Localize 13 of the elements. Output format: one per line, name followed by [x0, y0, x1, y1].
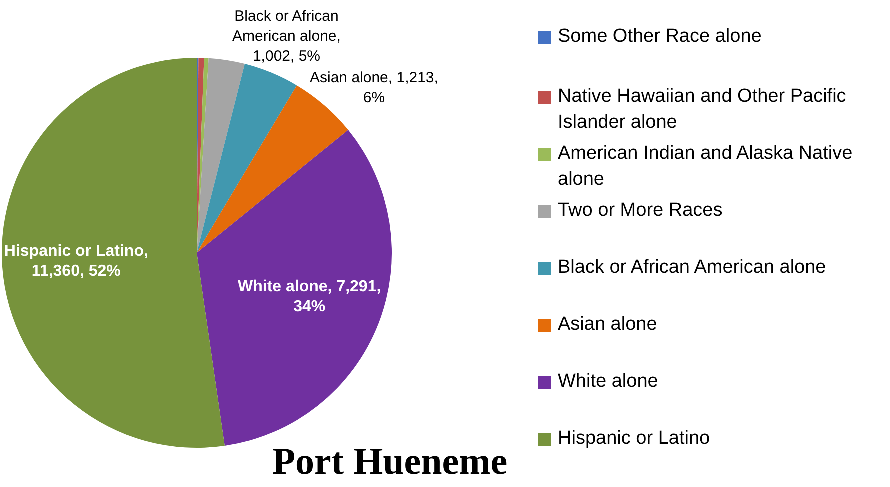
legend-label: Black or African American alone: [558, 256, 826, 280]
data-label: Hispanic or Latino, 11,360, 52%: [4, 243, 148, 280]
legend-label: Some Other Race alone: [558, 25, 762, 49]
legend-label: White alone: [558, 370, 658, 394]
legend-label: Hispanic or Latino: [558, 427, 710, 451]
legend-label: Native Hawaiian and Other Pacific Islander alone: [558, 85, 848, 135]
legend-label: Asian alone: [558, 313, 658, 337]
legend-label: Two or More Races: [558, 199, 723, 223]
data-label: White alone, 7,291, 34%: [238, 278, 382, 316]
data-label: Asian alone, 1,213, 6%: [310, 69, 438, 106]
text: Port Hueneme: [271, 440, 509, 484]
legend-label: American Indian and Alaska Native alone: [558, 142, 854, 192]
data-label: Black or African American alone, 1,002, 5%: [232, 8, 341, 66]
